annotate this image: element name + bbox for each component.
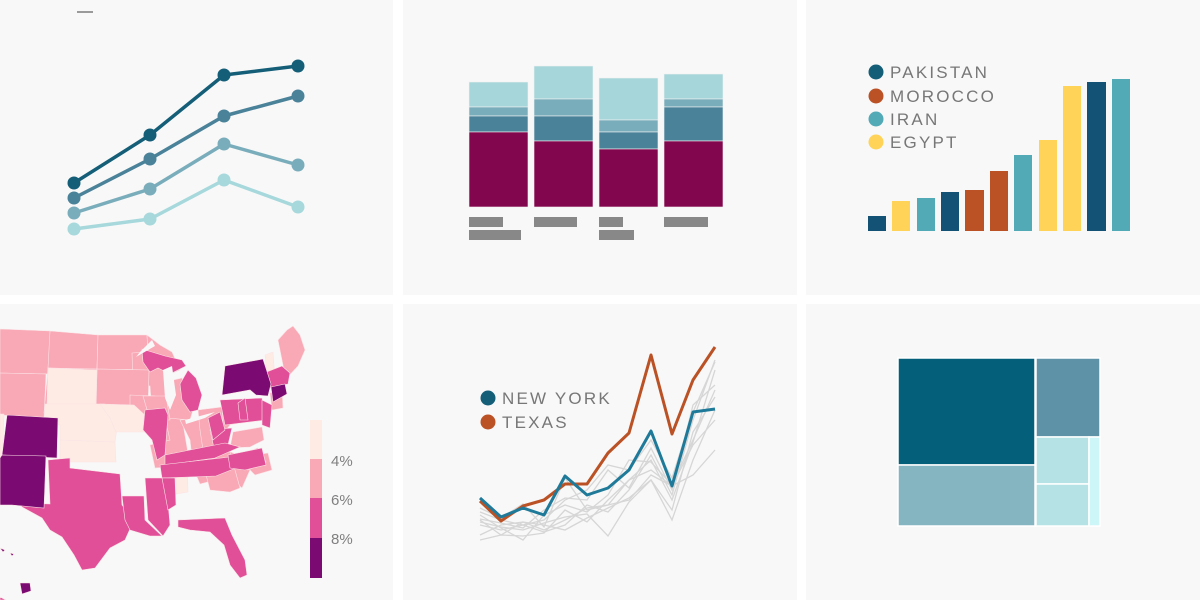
legend-label: EGYPT xyxy=(890,133,959,152)
background-lines xyxy=(479,359,716,541)
multi-line-chart xyxy=(67,59,305,236)
scale-label-4: 4% xyxy=(331,453,353,470)
legend-swatch-icon xyxy=(868,64,884,80)
stacked-bar-chart xyxy=(468,65,724,240)
states-tier-4 xyxy=(0,358,288,595)
legend-label: PAKISTAN xyxy=(890,63,989,82)
legend-item-pakistan: PAKISTAN xyxy=(868,63,989,82)
stacked-bar-3 xyxy=(598,77,659,208)
legend-item-new-york: NEW YORK xyxy=(480,389,612,408)
scale-label-6: 6% xyxy=(331,492,353,509)
legend-item-iran: IRAN xyxy=(868,110,939,129)
treemap-cell-5 xyxy=(1035,483,1090,527)
treemap-cell-3 xyxy=(1035,357,1101,438)
stacked-bar-2 xyxy=(533,65,594,208)
legend-label: TEXAS xyxy=(502,413,569,432)
scale-label-8: 8% xyxy=(331,531,353,548)
legend-swatch-icon xyxy=(868,134,884,150)
color-scale-legend: 4% 6% 8% xyxy=(310,420,353,578)
legend-item-morocco: MOROCCO xyxy=(868,87,996,106)
multi-line-chart-panel xyxy=(0,0,393,295)
legend-swatch-icon xyxy=(480,414,496,430)
legend-label: MOROCCO xyxy=(890,87,996,106)
line-texas xyxy=(478,346,717,523)
legend: NEW YORK TEXAS xyxy=(480,389,612,432)
country-bar-chart-panel: PAKISTAN MOROCCO IRAN EGYPT xyxy=(806,0,1200,295)
treemap-cell-1 xyxy=(897,357,1036,466)
highlight-line-chart-panel: NEW YORK TEXAS xyxy=(403,304,797,600)
line-new-york xyxy=(478,407,716,519)
choropleth-map-panel: 4% 6% 8% xyxy=(0,304,393,600)
bars xyxy=(868,79,1130,231)
great-lakes xyxy=(136,340,215,424)
line-series-2 xyxy=(73,94,299,200)
line-series-3 xyxy=(73,142,299,215)
series-4-markers xyxy=(67,173,305,236)
chart-mini-label xyxy=(77,11,93,13)
category-label-placeholders xyxy=(469,217,708,240)
line-series-1 xyxy=(73,64,299,185)
us-choropleth-map: 4% 6% 8% xyxy=(0,325,353,600)
highlight-line-chart: NEW YORK TEXAS xyxy=(478,346,717,541)
stacked-bar-4 xyxy=(663,73,724,208)
series-3-markers xyxy=(67,137,305,220)
legend-item-texas: TEXAS xyxy=(480,413,569,432)
line-series-4 xyxy=(73,178,299,231)
country-bar-chart: PAKISTAN MOROCCO IRAN EGYPT xyxy=(868,63,1130,231)
stacked-bar-1 xyxy=(468,81,529,208)
legend-label: IRAN xyxy=(890,110,939,129)
legend: PAKISTAN MOROCCO IRAN EGYPT xyxy=(868,63,996,152)
treemap-panel xyxy=(806,304,1200,600)
stacked-bar-chart-panel xyxy=(403,0,797,295)
legend-swatch-icon xyxy=(480,390,496,406)
states-tier-3 xyxy=(0,348,291,600)
legend-swatch-icon xyxy=(868,111,884,127)
series-2-markers xyxy=(67,89,305,205)
treemap xyxy=(897,357,1101,527)
treemap-cell-2 xyxy=(897,464,1036,527)
treemap-cell-6 xyxy=(1088,436,1101,527)
treemap-cell-4 xyxy=(1035,436,1090,485)
legend-label: NEW YORK xyxy=(502,389,612,408)
series-1-markers xyxy=(67,59,305,190)
legend-item-egypt: EGYPT xyxy=(868,133,959,152)
legend-swatch-icon xyxy=(868,88,884,104)
